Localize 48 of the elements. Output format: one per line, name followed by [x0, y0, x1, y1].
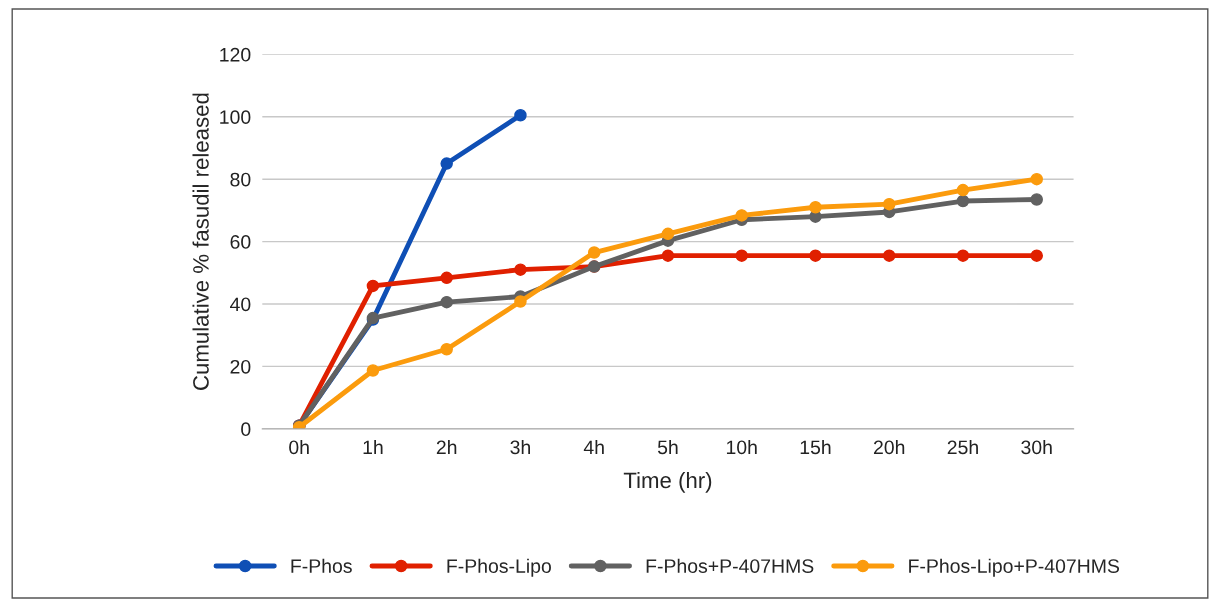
y-tick-label: 20	[230, 359, 251, 374]
x-tick-label: 20h	[873, 439, 905, 455]
x-tick-label: 25h	[947, 439, 978, 455]
point	[366, 364, 380, 377]
x-axis-title: Time (hr)	[623, 471, 712, 493]
point	[735, 209, 748, 222]
x-tick-label: 30h	[1021, 439, 1052, 455]
point	[587, 246, 601, 259]
point	[440, 343, 453, 356]
point	[1030, 172, 1043, 186]
legend-label: F-Phos-Lipo	[447, 558, 551, 577]
point	[440, 295, 453, 309]
legend-label: F-Phos-Lipo+P-407HMS	[909, 558, 1120, 577]
point	[1030, 249, 1043, 262]
point	[514, 263, 527, 276]
y-tick-label: 100	[220, 110, 251, 125]
point	[735, 249, 748, 262]
point	[956, 249, 970, 262]
point	[514, 108, 527, 122]
point	[809, 249, 822, 262]
legend-label: F-Phos+P-407HMS	[646, 558, 814, 573]
point	[956, 183, 970, 197]
point	[661, 249, 675, 262]
x-tick-label: 4h	[583, 439, 604, 455]
x-tick-label: 2h	[436, 439, 457, 455]
x-tick-label: 1h	[363, 439, 383, 455]
x-tick-label: 10h	[726, 439, 757, 455]
x-tick-label: 15h	[800, 439, 831, 455]
y-tick-label: 80	[230, 172, 251, 187]
point	[956, 194, 970, 208]
legend-label: F-Phos	[291, 558, 352, 573]
point	[440, 157, 453, 170]
point	[440, 271, 453, 285]
point	[661, 227, 675, 241]
x-tick-label: 3h	[510, 439, 530, 455]
y-tick-label: 40	[230, 297, 251, 312]
y-axis-title: Cumulative % fasudil released	[192, 93, 209, 390]
point	[366, 279, 380, 293]
point	[882, 249, 896, 262]
point	[514, 295, 527, 308]
point	[1030, 193, 1043, 206]
point	[882, 197, 896, 211]
y-tick-label: 120	[220, 47, 251, 62]
x-tick-label: 0h	[289, 439, 309, 455]
point	[809, 201, 822, 214]
y-tick-label: 60	[230, 235, 251, 249]
y-tick-label: 0	[241, 422, 251, 437]
x-tick-label: 5h	[657, 439, 678, 455]
